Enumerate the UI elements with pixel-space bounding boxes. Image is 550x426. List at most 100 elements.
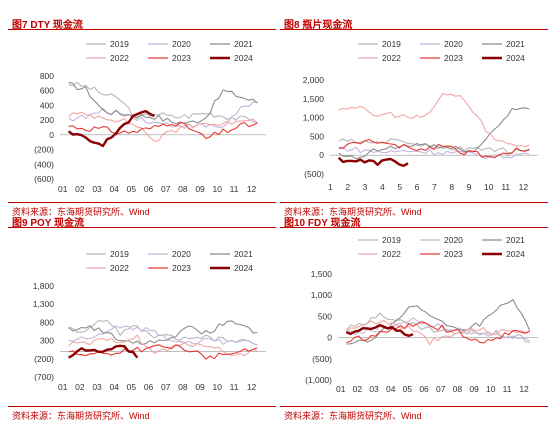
y-tick-label: 500	[318, 311, 332, 321]
x-tick-label: 2	[345, 182, 350, 192]
x-tick-label: 07	[161, 382, 171, 392]
chart-panel-poy: 图9 POY 现金流 2019 2020 2021 2022 2023 2024 1,800…	[8, 212, 276, 422]
y-tick-label: (1,000)	[305, 375, 332, 385]
chart-plot: 2019 2020 2021 2022 2023 2024 1,800 1,300 800 300…	[33, 249, 266, 392]
x-tick-label: 5	[397, 182, 402, 192]
chart-source: 资料来源：东海期货研究所、Wind	[284, 411, 422, 421]
y-tick-label: (500)	[312, 354, 332, 364]
series-line-2020	[68, 101, 258, 130]
x-tick-label: 01	[58, 184, 68, 194]
source-rule	[8, 406, 276, 407]
legend-label-2023: 2023	[444, 249, 463, 259]
source-rule	[280, 202, 548, 203]
legend-label-2024: 2024	[506, 53, 525, 63]
y-tick-label: 200	[40, 115, 54, 125]
series-line-2024	[337, 156, 409, 167]
chart-panel-bottle-chip: 图8 瓶片现金流 2019 2020 2021 2022 2023 2024 2,000 1,…	[280, 14, 548, 224]
title-rule	[8, 29, 276, 30]
series-line-2023	[346, 321, 530, 344]
x-tick-label: 05	[127, 184, 137, 194]
x-tick-label: 9	[467, 182, 472, 192]
x-tick-label: 6	[415, 182, 420, 192]
x-tick-label: 02	[75, 382, 85, 392]
y-tick-label: (400)	[34, 159, 54, 169]
y-tick-label: 0	[327, 333, 332, 343]
x-tick-label: 06	[419, 384, 429, 394]
y-tick-label: (200)	[34, 354, 54, 364]
chart-title: 图9 POY 现金流	[12, 218, 85, 229]
y-tick-label: (500)	[304, 169, 324, 179]
x-tick-label: 03	[92, 382, 102, 392]
legend-label-2023: 2023	[444, 53, 463, 63]
x-tick-label: 10	[486, 384, 496, 394]
y-tick-label: 1,500	[303, 94, 325, 104]
y-tick-label: 1,300	[33, 299, 55, 309]
legend-label-2021: 2021	[234, 249, 253, 259]
x-tick-label: 11	[230, 382, 239, 392]
y-tick-label: (200)	[34, 145, 54, 155]
chart-panel-fdy: 图10 FDY 现金流 2019 2020 2021 2022 2023 2024 1,50…	[280, 212, 548, 422]
legend-label-2020: 2020	[172, 39, 191, 49]
x-tick-label: 02	[353, 384, 363, 394]
y-tick-label: 800	[40, 71, 54, 81]
x-tick-label: 11	[230, 184, 239, 194]
title-rule	[8, 227, 276, 228]
x-tick-label: 08	[178, 382, 188, 392]
series-line-2019	[345, 312, 530, 344]
x-tick-label: 08	[178, 184, 188, 194]
y-tick-label: 1,500	[311, 269, 333, 279]
series-line-2020	[346, 317, 530, 342]
x-tick-label: 02	[75, 184, 85, 194]
y-tick-label: (600)	[34, 174, 54, 184]
x-tick-label: 05	[403, 384, 413, 394]
legend-label-2024: 2024	[506, 249, 525, 259]
x-tick-label: 08	[453, 384, 463, 394]
x-tick-label: 04	[386, 384, 396, 394]
series-line-2022	[338, 93, 530, 148]
x-tick-label: 09	[469, 384, 479, 394]
x-tick-label: 01	[336, 384, 346, 394]
y-tick-label: 800	[40, 317, 54, 327]
legend-label-2021: 2021	[234, 39, 253, 49]
legend-label-2023: 2023	[172, 53, 191, 63]
legend-label-2023: 2023	[172, 263, 191, 273]
legend-label-2019: 2019	[382, 39, 401, 49]
x-tick-label: 04	[110, 184, 120, 194]
x-tick-label: 04	[110, 382, 120, 392]
x-tick-label: 12	[247, 184, 257, 194]
x-tick-label: 10	[213, 382, 223, 392]
source-rule	[280, 406, 548, 407]
series-line-2023	[338, 138, 530, 158]
x-tick-label: 4	[380, 182, 385, 192]
x-tick-label: 7	[432, 182, 437, 192]
series-line-2020	[68, 325, 258, 346]
legend-label-2022: 2022	[110, 263, 129, 273]
source-rule	[8, 202, 276, 203]
x-tick-label: 12	[247, 382, 257, 392]
series-line-2021	[338, 107, 530, 160]
x-tick-label: 01	[58, 382, 68, 392]
y-tick-label: 0	[319, 150, 324, 160]
y-tick-label: 500	[310, 131, 324, 141]
series-line-2024	[67, 109, 155, 148]
legend-label-2020: 2020	[444, 39, 463, 49]
x-tick-label: 03	[369, 384, 379, 394]
legend-label-2021: 2021	[506, 39, 525, 49]
series-line-2024	[345, 323, 414, 337]
series-line-2021	[68, 320, 258, 346]
series-line-2019	[68, 81, 258, 123]
chart-plot: 2019 2020 2021 2022 2023 2024 1,500 1,000 500 0 (5…	[305, 235, 538, 394]
legend-label-2020: 2020	[444, 235, 463, 245]
y-tick-label: 0	[49, 130, 54, 140]
y-tick-label: 1,000	[311, 290, 333, 300]
x-tick-label: 09	[195, 382, 205, 392]
series-line-2022	[345, 319, 530, 346]
x-tick-label: 09	[195, 184, 205, 194]
x-tick-label: 11	[503, 384, 512, 394]
legend-label-2022: 2022	[382, 249, 401, 259]
chart-title: 图10 FDY 现金流	[284, 218, 361, 229]
x-tick-label: 11	[501, 182, 510, 192]
legend-label-2021: 2021	[506, 235, 525, 245]
series-line-2021	[68, 81, 258, 125]
